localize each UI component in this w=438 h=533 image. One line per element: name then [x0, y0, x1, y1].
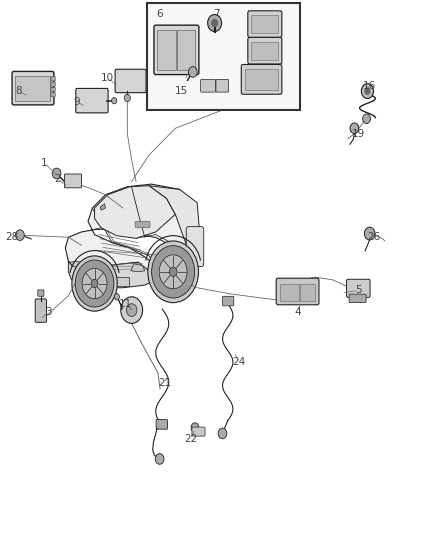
- Circle shape: [114, 294, 120, 300]
- FancyBboxPatch shape: [223, 296, 234, 306]
- FancyBboxPatch shape: [241, 64, 282, 94]
- Circle shape: [72, 256, 117, 311]
- Text: 13: 13: [265, 81, 278, 91]
- Text: 1: 1: [41, 158, 48, 168]
- FancyBboxPatch shape: [251, 42, 279, 60]
- Text: 12: 12: [265, 61, 278, 70]
- Text: 5: 5: [355, 286, 362, 295]
- FancyBboxPatch shape: [248, 11, 282, 37]
- Bar: [147, 3, 300, 110]
- Polygon shape: [95, 228, 199, 261]
- Text: 11: 11: [119, 298, 132, 309]
- FancyBboxPatch shape: [201, 79, 215, 92]
- FancyBboxPatch shape: [115, 69, 146, 93]
- FancyBboxPatch shape: [346, 279, 370, 297]
- Text: 8: 8: [15, 86, 21, 96]
- Text: 19: 19: [352, 128, 365, 139]
- FancyBboxPatch shape: [156, 419, 167, 429]
- FancyBboxPatch shape: [248, 37, 282, 64]
- Circle shape: [155, 454, 164, 464]
- FancyBboxPatch shape: [35, 299, 46, 322]
- Circle shape: [148, 241, 198, 303]
- Circle shape: [363, 114, 371, 124]
- Bar: [99, 277, 130, 286]
- Circle shape: [211, 19, 218, 27]
- Polygon shape: [131, 264, 145, 272]
- Text: 7: 7: [213, 9, 220, 19]
- Polygon shape: [68, 261, 153, 288]
- FancyBboxPatch shape: [38, 290, 44, 296]
- Circle shape: [15, 230, 24, 240]
- Polygon shape: [65, 184, 199, 276]
- FancyBboxPatch shape: [64, 174, 81, 188]
- Text: 24: 24: [232, 357, 245, 367]
- Circle shape: [159, 255, 187, 289]
- Text: 21: 21: [158, 378, 171, 389]
- Text: 28: 28: [5, 232, 18, 243]
- Polygon shape: [74, 262, 145, 276]
- Circle shape: [75, 260, 114, 307]
- FancyBboxPatch shape: [216, 79, 229, 92]
- Text: 9: 9: [74, 96, 81, 107]
- FancyBboxPatch shape: [157, 30, 176, 70]
- FancyBboxPatch shape: [276, 278, 319, 305]
- FancyBboxPatch shape: [51, 82, 55, 86]
- Text: 6: 6: [157, 9, 163, 19]
- Circle shape: [127, 304, 137, 317]
- FancyBboxPatch shape: [76, 88, 108, 113]
- FancyBboxPatch shape: [51, 77, 55, 81]
- Text: 16: 16: [363, 81, 376, 91]
- Text: 26: 26: [367, 232, 381, 243]
- Circle shape: [364, 227, 375, 240]
- Circle shape: [91, 279, 98, 288]
- FancyBboxPatch shape: [51, 87, 55, 92]
- Text: 22: 22: [184, 434, 197, 445]
- FancyBboxPatch shape: [251, 15, 279, 33]
- Polygon shape: [149, 185, 199, 251]
- Polygon shape: [100, 204, 106, 210]
- Circle shape: [152, 246, 194, 298]
- Text: 15: 15: [175, 86, 188, 96]
- FancyBboxPatch shape: [245, 69, 279, 90]
- Circle shape: [124, 94, 131, 102]
- Circle shape: [364, 87, 371, 95]
- Circle shape: [188, 67, 197, 77]
- Polygon shape: [95, 185, 175, 238]
- Circle shape: [52, 168, 61, 179]
- Circle shape: [82, 268, 107, 298]
- FancyBboxPatch shape: [135, 221, 150, 228]
- Text: 10: 10: [101, 73, 114, 83]
- FancyBboxPatch shape: [186, 227, 204, 266]
- Circle shape: [218, 428, 227, 439]
- FancyBboxPatch shape: [15, 76, 50, 101]
- Text: 4: 4: [294, 306, 301, 317]
- Circle shape: [112, 98, 117, 104]
- Circle shape: [208, 14, 222, 31]
- Circle shape: [361, 84, 374, 99]
- Circle shape: [191, 423, 199, 432]
- Text: 14: 14: [267, 12, 280, 22]
- FancyBboxPatch shape: [349, 294, 366, 303]
- FancyBboxPatch shape: [300, 284, 315, 301]
- Circle shape: [350, 123, 359, 134]
- FancyBboxPatch shape: [51, 93, 55, 97]
- FancyBboxPatch shape: [177, 30, 195, 70]
- FancyBboxPatch shape: [154, 25, 199, 75]
- FancyBboxPatch shape: [192, 427, 205, 436]
- FancyBboxPatch shape: [280, 284, 299, 301]
- Polygon shape: [70, 261, 86, 268]
- Text: 3: 3: [46, 306, 52, 317]
- Circle shape: [121, 297, 143, 324]
- Text: 2: 2: [54, 174, 61, 184]
- Circle shape: [170, 267, 177, 277]
- FancyBboxPatch shape: [12, 71, 54, 105]
